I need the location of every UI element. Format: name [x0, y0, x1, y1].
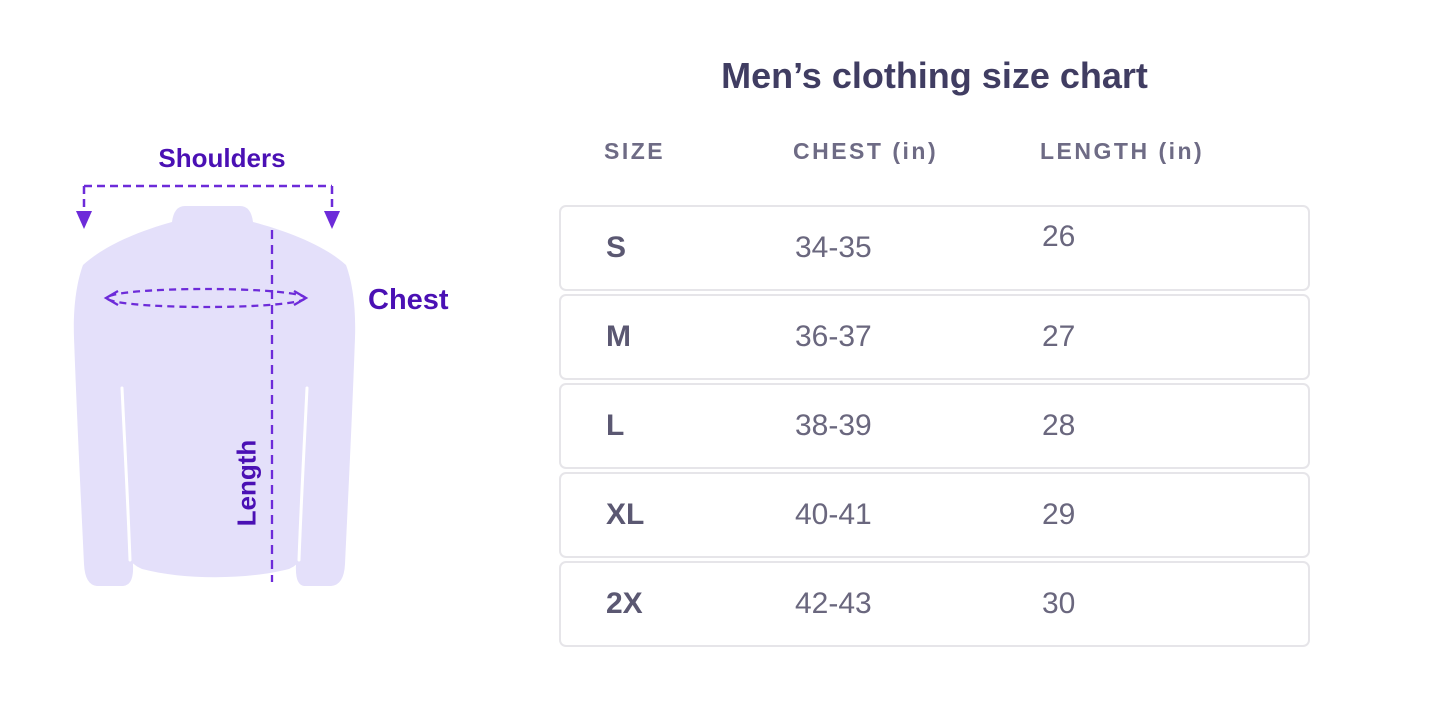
- size-cell: XL: [606, 498, 645, 531]
- shoulders-label: Shoulders: [158, 143, 286, 173]
- size-table-body: S 34-35 26 M 36-37 27 L 38-39 28 XL 40-4…: [559, 205, 1310, 650]
- chest-cell: 38-39: [795, 409, 872, 442]
- column-header-size: SIZE: [604, 138, 666, 164]
- length-label: Length: [231, 439, 262, 527]
- table-row: L 38-39 28: [559, 383, 1310, 469]
- sleeve-crease-right: [297, 386, 309, 562]
- length-cell: 26: [1042, 220, 1076, 253]
- table-row: S 34-35 26: [559, 205, 1310, 291]
- column-header-length: LENGTH (in): [1040, 138, 1205, 164]
- table-row: XL 40-41 29: [559, 472, 1310, 558]
- chest-cell: 36-37: [795, 320, 872, 353]
- table-header-row: SIZE CHEST (in) LENGTH (in): [559, 138, 1310, 165]
- size-cell: S: [606, 231, 627, 264]
- sleeve-crease-left: [120, 386, 132, 562]
- chest-arrowhead-right: [293, 290, 309, 306]
- size-cell: L: [606, 409, 625, 442]
- shirt-measurement-diagram: Shoulders Chest Length: [0, 0, 500, 725]
- chest-cell: 34-35: [795, 231, 872, 264]
- chest-arrowhead-left: [103, 290, 119, 306]
- length-cell: 28: [1042, 409, 1076, 442]
- size-cell: M: [606, 320, 631, 353]
- size-cell: 2X: [606, 587, 643, 620]
- page-title: Men’s clothing size chart: [721, 55, 1148, 96]
- table-row: 2X 42-43 30: [559, 561, 1310, 647]
- length-cell: 27: [1042, 320, 1076, 353]
- shoulders-arrowhead-left: [76, 211, 92, 229]
- chest-cell: 40-41: [795, 498, 872, 531]
- column-header-chest: CHEST (in): [793, 138, 939, 164]
- length-cell: 29: [1042, 498, 1076, 531]
- shoulders-measure-arrow: [82, 184, 334, 210]
- shirt-illustration-svg: [73, 184, 356, 586]
- shoulders-arrowhead-right: [324, 211, 340, 229]
- table-row: M 36-37 27: [559, 294, 1310, 380]
- chest-label: Chest: [368, 284, 449, 316]
- length-cell: 30: [1042, 587, 1076, 620]
- shirt-silhouette: [73, 206, 356, 586]
- chest-cell: 42-43: [795, 587, 872, 620]
